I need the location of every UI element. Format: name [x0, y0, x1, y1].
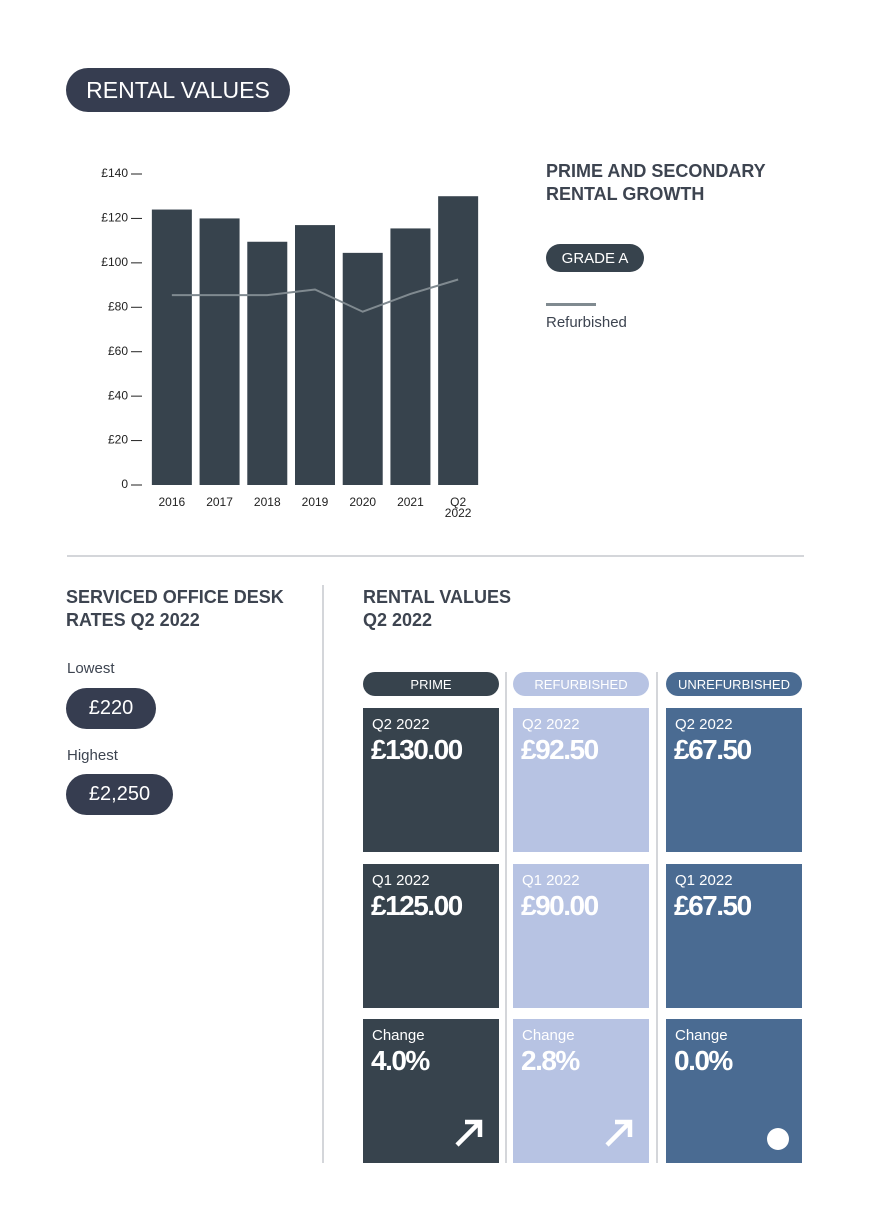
- trend-icon: [455, 1119, 483, 1147]
- section-title: RENTAL VALUES Q2 2022: [363, 587, 512, 630]
- arrow: [605, 1119, 633, 1147]
- column-pill: UNREFURBISHED: [666, 672, 802, 696]
- value-card: Change 2.8%: [513, 1019, 649, 1163]
- card-value: £92.50: [521, 734, 599, 765]
- rate-label: Lowest: [67, 660, 115, 677]
- chart-title: PRIME AND SECONDARY RENTAL GROWTH: [546, 161, 766, 204]
- y-tick-label: £60: [108, 344, 128, 358]
- trend-icon: [767, 1128, 789, 1150]
- bar: [390, 228, 431, 486]
- value-card: Change 4.0%: [363, 1019, 499, 1163]
- rate-label: Highest: [67, 747, 118, 764]
- bar: [438, 196, 479, 485]
- column-name: UNREFURBISHED: [678, 676, 790, 692]
- header-pill: RENTAL VALUES: [66, 68, 290, 112]
- dot: [767, 1128, 789, 1150]
- divider: [656, 672, 658, 1163]
- bar: [247, 241, 288, 485]
- arrow: [455, 1119, 483, 1147]
- line: [171, 278, 459, 313]
- card-label: Q1 2022: [675, 872, 733, 889]
- card-label: Change: [372, 1027, 425, 1044]
- legend-line: [546, 303, 596, 306]
- value-card: Change 0.0%: [666, 1019, 802, 1163]
- value-card: Q1 2022 £90.00: [513, 864, 649, 1008]
- rate-pill: £220: [66, 688, 156, 729]
- card-value: 4.0%: [371, 1045, 430, 1076]
- y-tick-label: £120: [101, 211, 128, 225]
- chart: 0 £20 £40 £60 £80 £100 £120 £140: [101, 166, 479, 491]
- card-label: Q1 2022: [372, 872, 430, 889]
- legend-label: Refurbished: [546, 314, 627, 331]
- x-tick-label: 2018: [253, 495, 281, 509]
- x-tick-label: 2021: [397, 495, 424, 509]
- trend-icon: [605, 1119, 633, 1147]
- value-card: Q2 2022 £67.50: [666, 708, 802, 852]
- value-card: Q1 2022 £67.50: [666, 864, 802, 1008]
- card-value: £67.50: [674, 734, 752, 765]
- legend-label: GRADE A: [561, 249, 629, 267]
- card-value: 0.0%: [674, 1045, 733, 1076]
- y-tick-label: 0: [121, 477, 128, 491]
- x-tick-label: Q2 2022: [444, 495, 472, 520]
- y-tick-label: £40: [108, 388, 128, 402]
- column-name: PRIME: [410, 676, 452, 692]
- card-value: £90.00: [521, 890, 599, 921]
- card-label: Q2 2022: [522, 716, 580, 733]
- rate-pill: £2,250: [66, 774, 173, 815]
- card-label: Q2 2022: [675, 716, 733, 733]
- divider: [67, 555, 804, 557]
- column-pill: PRIME: [363, 672, 499, 696]
- rate-value: £2,250: [88, 783, 151, 805]
- rate-value: £220: [88, 697, 134, 719]
- card-label: Change: [522, 1027, 575, 1044]
- divider: [505, 672, 507, 1163]
- bar: [295, 225, 335, 486]
- header-title: RENTAL VALUES: [86, 76, 270, 103]
- x-tick-label: 2019: [301, 495, 329, 509]
- card-value: £130.00: [371, 734, 463, 765]
- column-pill: REFURBISHED: [513, 672, 649, 696]
- x-tick-label: 2017: [206, 495, 233, 509]
- x-tick-label: 2020: [349, 495, 377, 509]
- y-tick-label: £80: [108, 299, 128, 313]
- card-label: Q1 2022: [522, 872, 580, 889]
- bar: [151, 209, 192, 486]
- y-tick-label: £20: [108, 433, 128, 447]
- x-tick-label: 2016: [158, 495, 186, 509]
- bar: [342, 252, 383, 485]
- value-card: Q1 2022 £125.00: [363, 864, 499, 1008]
- y-tick-label: £100: [101, 255, 128, 269]
- value-card: Q2 2022 £92.50: [513, 708, 649, 852]
- card-value: 2.8%: [521, 1045, 580, 1076]
- y-tick-label: £140: [101, 166, 128, 180]
- section-title: SERVICED OFFICE DESK RATES Q2 2022: [66, 587, 284, 630]
- bar: [199, 218, 240, 485]
- legend-bar: GRADE A: [546, 244, 644, 272]
- column-name: REFURBISHED: [534, 676, 628, 692]
- value-card: Q2 2022 £130.00: [363, 708, 499, 852]
- card-label: Change: [675, 1027, 728, 1044]
- divider: [322, 585, 324, 1163]
- card-value: £125.00: [371, 890, 463, 921]
- card-label: Q2 2022: [372, 716, 430, 733]
- card-value: £67.50: [674, 890, 752, 921]
